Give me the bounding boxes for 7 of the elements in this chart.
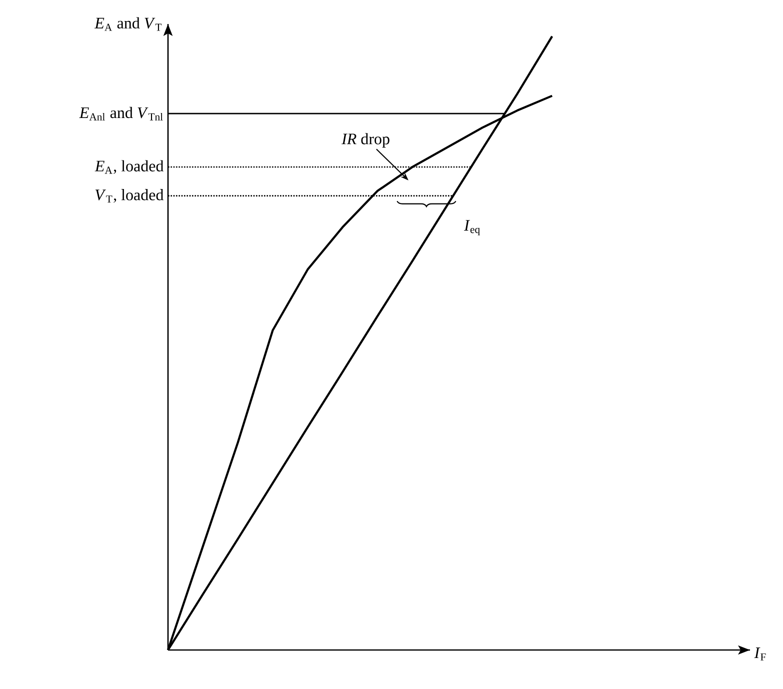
annotation: I$_{eq}$ (464, 220, 480, 236)
ref-line-label: V$_{T}$, loaded (95, 189, 164, 203)
ref-line-label: E$_{A}$, loaded (94, 160, 164, 174)
y-axis-title: E$_{A}$ and V$_{T}$ (94, 17, 162, 31)
annotation: IR drop (341, 133, 390, 148)
ref-line-label: E$_{Anl}$ and V$_{Tnl}$ (79, 106, 163, 120)
text: I$_{F}$ (754, 648, 766, 660)
